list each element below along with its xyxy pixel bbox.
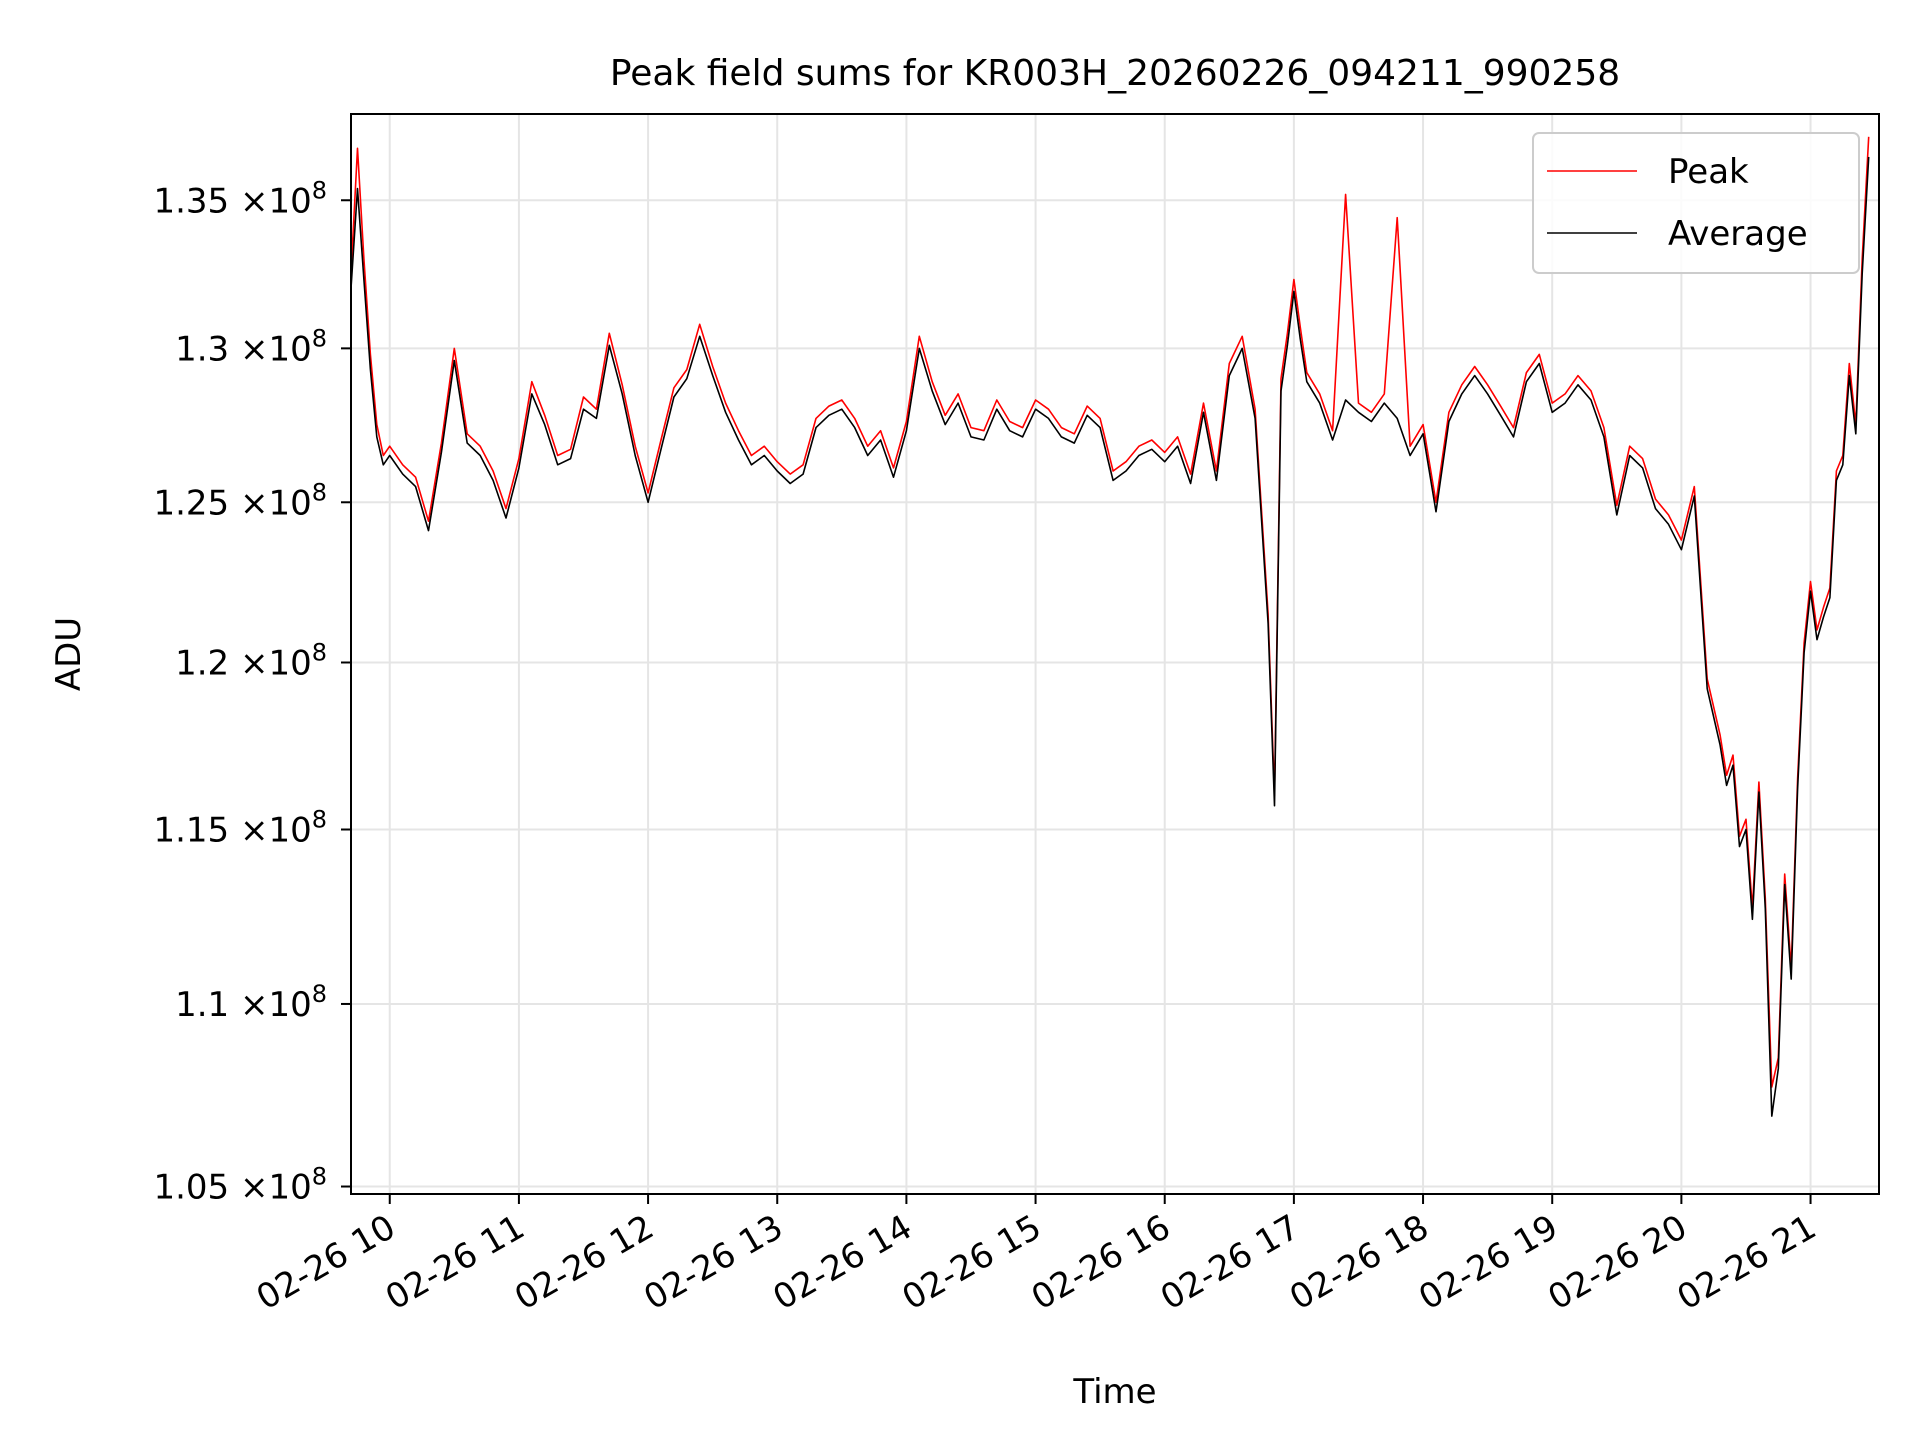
y-tick-label: 1.3 ×108 [175, 324, 327, 369]
y-tick-exponent: 8 [312, 1163, 327, 1191]
legend-box [1532, 132, 1860, 274]
y-tick-label: 1.25 ×108 [153, 478, 327, 523]
x-axis-label: Time [1072, 1372, 1156, 1412]
legend: Peak Average [1532, 132, 1860, 274]
y-tick-exponent: 8 [312, 980, 327, 1008]
y-tick-exponent: 8 [312, 324, 327, 352]
y-tick-mantissa: 1.1 ×10 [175, 985, 312, 1025]
y-axis-label: ADU [49, 617, 89, 691]
chart-title: Peak field sums for KR003H_20260226_0942… [610, 53, 1620, 94]
y-tick-mantissa: 1.25 ×10 [153, 483, 311, 523]
y-tick-mantissa: 1.05 ×10 [153, 1168, 311, 1208]
series-line-peak [351, 136, 1870, 1088]
y-tick-label: 1.2 ×108 [175, 638, 327, 683]
y-tick-mantissa: 1.2 ×10 [175, 643, 312, 683]
y-tick-label: 1.15 ×108 [153, 806, 327, 851]
legend-average-label: Average [1668, 214, 1808, 254]
plot-frame [350, 113, 1880, 1195]
y-tick-exponent: 8 [312, 638, 327, 666]
y-tick-exponent: 8 [312, 806, 327, 834]
series-layer [351, 136, 1870, 1117]
y-tick-mantissa: 1.15 ×10 [153, 811, 311, 851]
legend-peak-label: Peak [1668, 152, 1749, 192]
y-tick-label: 1.1 ×108 [175, 980, 327, 1025]
series-line-average [351, 156, 1870, 1117]
y-tick-exponent: 8 [312, 176, 327, 204]
y-tick-label: 1.35 ×108 [153, 176, 327, 221]
y-tick-mantissa: 1.35 ×10 [153, 181, 311, 221]
y-tick-label: 1.05 ×108 [153, 1163, 327, 1208]
y-tick-mantissa: 1.3 ×10 [175, 329, 312, 369]
y-tick-exponent: 8 [312, 478, 327, 506]
